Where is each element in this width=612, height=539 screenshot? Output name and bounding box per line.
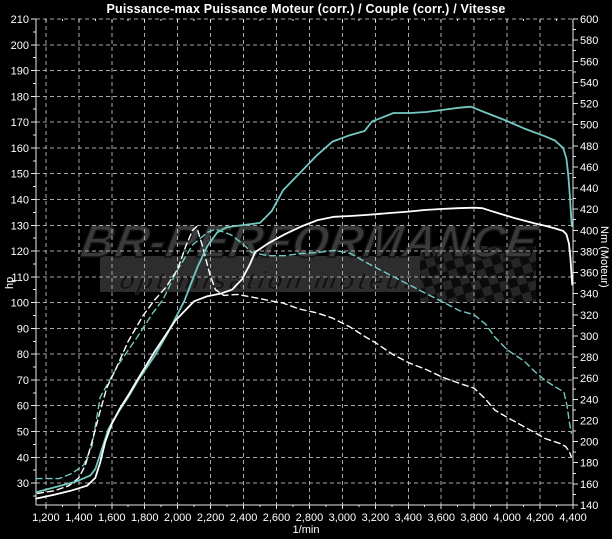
tick-label: 140 <box>11 194 29 206</box>
tick-label: 3,800 <box>460 512 488 524</box>
tick-label: 3,400 <box>395 512 423 524</box>
watermark-tagline-text: optimisation moteur <box>117 267 419 295</box>
tick-label: 400 <box>580 225 598 237</box>
tick-label: 4,000 <box>493 512 521 524</box>
axes-layer: 30 40 50 60 70 80 90 100 110 120 130 140 150 160 170 18… <box>11 14 599 524</box>
chart-title: Puissance-max Puissance Moteur (corr.) /… <box>106 2 506 16</box>
tick-label: 480 <box>580 141 598 153</box>
tick-label: 560 <box>580 56 598 68</box>
tick-label: 200 <box>580 437 598 449</box>
tick-label: 1,800 <box>131 512 159 524</box>
tick-label: 300 <box>580 331 598 343</box>
tick-label: 40 <box>17 452 29 464</box>
tick-label: 500 <box>580 120 598 132</box>
tick-label: 360 <box>580 268 598 280</box>
tick-label: 80 <box>17 349 29 361</box>
tick-label: 2,200 <box>197 512 225 524</box>
tick-label: 30 <box>17 478 29 490</box>
tick-label: 520 <box>580 99 598 111</box>
curve-power-stock <box>36 225 573 495</box>
tick-label: 120 <box>11 246 29 258</box>
tick-label: 1,200 <box>32 512 60 524</box>
tick-label: 160 <box>580 479 598 491</box>
tick-label: 70 <box>17 375 29 387</box>
tick-label: 100 <box>11 298 29 310</box>
tick-label: 190 <box>11 66 29 78</box>
tick-label: 4,200 <box>526 512 554 524</box>
tick-label: 2,800 <box>296 512 324 524</box>
tick-label: 3,600 <box>427 512 455 524</box>
tick-label: 420 <box>580 204 598 216</box>
tick-label: 380 <box>580 246 598 258</box>
tick-label: 2,400 <box>230 512 258 524</box>
tick-label: 110 <box>11 272 29 284</box>
tick-label: 440 <box>580 183 598 195</box>
tick-label: 50 <box>17 427 29 439</box>
tick-label: 210 <box>11 14 29 26</box>
tick-label: 600 <box>580 14 598 26</box>
tick-label: 90 <box>17 323 29 335</box>
tick-label: 180 <box>11 91 29 103</box>
curve-torque-stock <box>35 228 573 480</box>
tick-label: 460 <box>580 162 598 174</box>
tick-label: 540 <box>580 77 598 89</box>
tick-label: 200 <box>11 40 29 52</box>
tick-label: 220 <box>580 415 598 427</box>
curve-power-tuned <box>35 206 574 500</box>
tick-label: 240 <box>580 394 598 406</box>
tick-label: 130 <box>11 220 29 232</box>
tick-label: 2,600 <box>263 512 291 524</box>
checkered-flag-pattern <box>420 246 536 303</box>
tick-label: 1,600 <box>98 512 126 524</box>
tick-label: 3,000 <box>329 512 357 524</box>
x-axis-label: 1/min <box>292 524 320 536</box>
tick-label: 150 <box>11 169 29 181</box>
tick-label: 160 <box>11 143 29 155</box>
tick-label: 60 <box>17 401 29 413</box>
tick-label: 140 <box>580 500 598 512</box>
y-axis-right-label: Nm (Moteur) <box>598 226 610 288</box>
tick-label: 3,200 <box>362 512 390 524</box>
watermark-brand-text: BR-PERFORMANCE <box>77 215 543 267</box>
tick-label: 4,400 <box>559 512 587 524</box>
tick-label: 280 <box>580 352 598 364</box>
tick-label: 340 <box>580 289 598 301</box>
tick-label: 170 <box>11 117 29 129</box>
tick-label: 320 <box>580 310 598 322</box>
tick-label: 260 <box>580 373 598 385</box>
tick-label: 180 <box>580 458 598 470</box>
tick-label: 1,400 <box>65 512 93 524</box>
tick-label: 580 <box>580 35 598 47</box>
curves-layer <box>35 105 574 500</box>
tick-label: 2,000 <box>164 512 192 524</box>
